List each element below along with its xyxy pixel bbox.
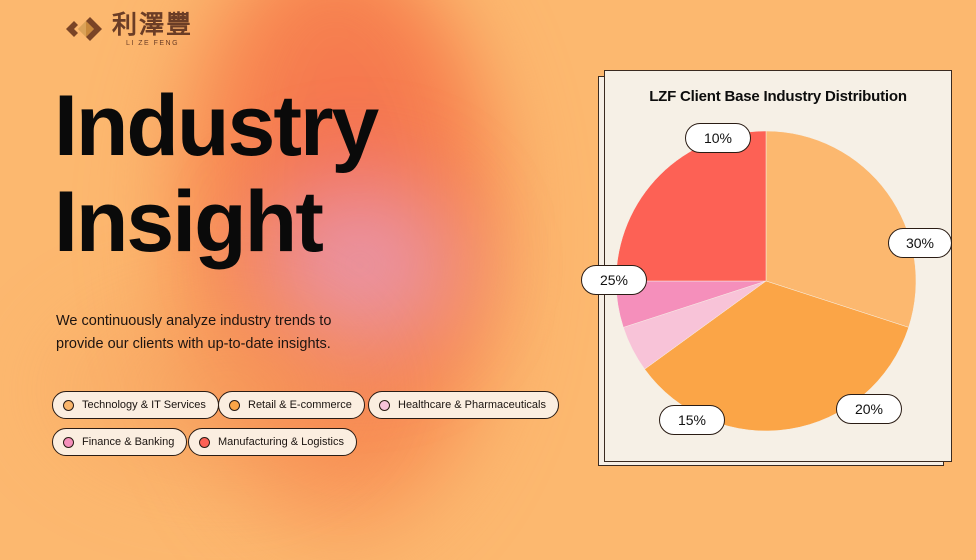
slice-label-10: 10% [685, 123, 751, 153]
legend-chip-technology[interactable]: Technology & IT Services [52, 391, 219, 419]
legend-dot-retail [229, 399, 240, 411]
brand-logo[interactable]: 利澤豐 LI ZE FENG [64, 10, 193, 47]
chart-title: LZF Client Base Industry Distribution [649, 88, 907, 105]
page-title-line-2: Insight [54, 174, 324, 270]
page-title: Industry Insight [54, 78, 379, 270]
legend-label-retail: Retail & E-commerce [248, 399, 352, 411]
page-title-line-1: Industry [54, 78, 379, 174]
legend-dot-manufacturing [199, 436, 210, 448]
legend-chip-healthcare[interactable]: Healthcare & Pharmaceuticals [368, 391, 559, 419]
legend-chip-retail[interactable]: Retail & E-commerce [218, 391, 365, 419]
legend-label-finance: Finance & Banking [82, 436, 175, 448]
diamond-logo-icon [66, 16, 102, 41]
brand-name-cn: 利澤豐 [112, 10, 194, 39]
legend-label-technology: Technology & IT Services [82, 399, 206, 411]
legend-dot-healthcare [379, 399, 390, 411]
legend-chip-manufacturing[interactable]: Manufacturing & Logistics [188, 428, 357, 456]
legend-dot-finance [63, 436, 74, 448]
slice-label-25: 25% [581, 265, 647, 295]
background-gradient-lower [0, 260, 380, 520]
legend-dot-technology [63, 399, 74, 411]
legend-chip-finance[interactable]: Finance & Banking [52, 428, 188, 456]
hero-description: We continuously analyze industry trends … [56, 313, 332, 352]
legend-label-healthcare: Healthcare & Pharmaceuticals [398, 399, 546, 411]
brand-name-en: LI ZE FENG [125, 40, 180, 47]
legend-label-manufacturing: Manufacturing & Logistics [218, 436, 344, 448]
slice-label-15: 15% [659, 405, 725, 435]
slice-label-30: 30% [888, 228, 952, 258]
slice-label-20: 20% [836, 394, 902, 424]
